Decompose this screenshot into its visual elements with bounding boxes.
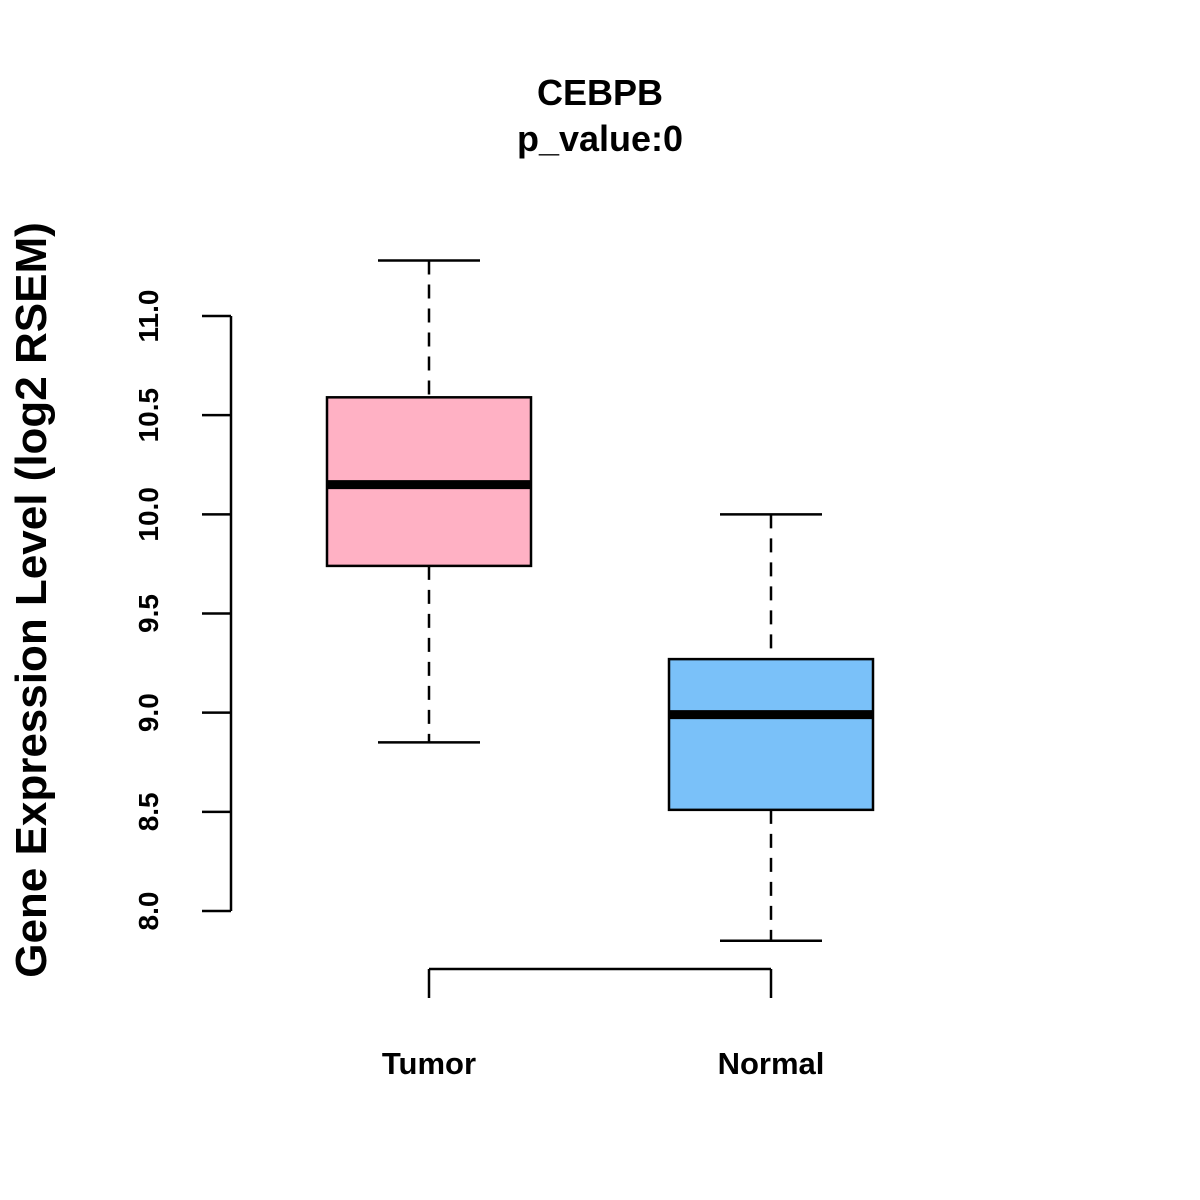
boxes-group (325, 259, 875, 942)
chart-title: CEBPB (537, 72, 663, 113)
y-axis: 8.0 8.5 9.0 9.5 10.0 10.5 11.0 (133, 290, 233, 931)
x-tick-label-tumor: Tumor (382, 1046, 476, 1081)
y-axis-label: Gene Expression Level (log2 RSEM) (7, 222, 56, 978)
iqr-box-normal (667, 657, 875, 812)
y-tick-label: 10.0 (133, 487, 164, 542)
y-tick-label: 8.0 (133, 892, 164, 931)
y-tick-label: 9.5 (133, 594, 164, 633)
y-tick-label: 8.5 (133, 792, 164, 831)
box-normal (667, 513, 875, 942)
y-tick-label: 9.0 (133, 693, 164, 732)
chart-subtitle: p_value:0 (517, 118, 683, 159)
x-axis: Tumor Normal (382, 967, 825, 1081)
y-tick-label: 10.5 (133, 388, 164, 443)
y-tick-label: 11.0 (133, 290, 164, 343)
box-tumor (325, 259, 533, 744)
x-tick-label-normal: Normal (718, 1046, 825, 1081)
